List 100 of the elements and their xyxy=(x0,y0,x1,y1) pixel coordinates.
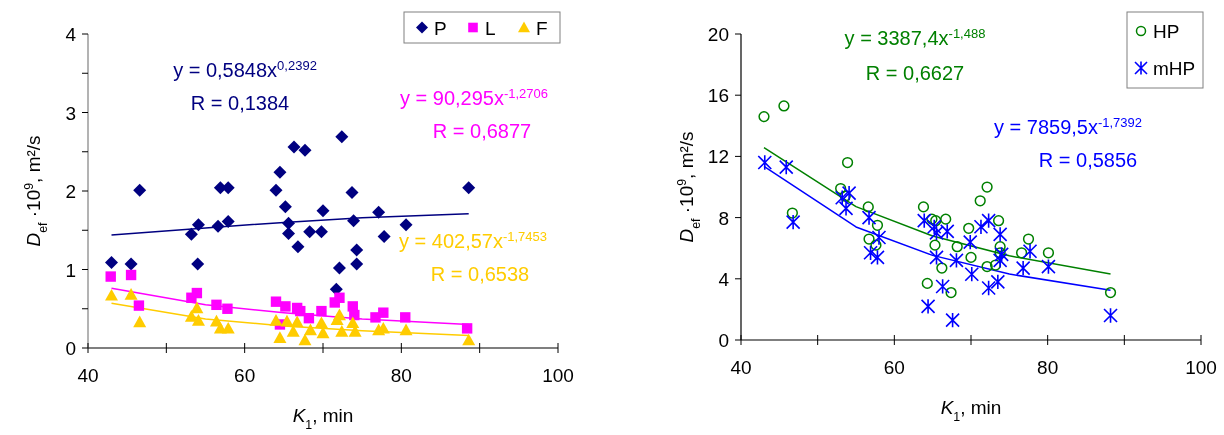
x-tick-label: 100 xyxy=(1185,357,1217,378)
x-axis-title: K$_{1}$, min xyxy=(292,405,354,432)
point xyxy=(841,156,854,169)
point xyxy=(926,213,938,225)
legend-label: L xyxy=(485,17,496,39)
point xyxy=(190,301,204,314)
legend-label: P xyxy=(434,17,447,39)
point xyxy=(350,257,364,271)
point xyxy=(303,225,317,239)
point xyxy=(273,331,287,343)
point xyxy=(462,181,476,195)
point xyxy=(211,219,225,233)
point xyxy=(378,307,389,318)
point xyxy=(994,247,1006,259)
point xyxy=(345,186,359,200)
point xyxy=(949,252,964,269)
point xyxy=(964,266,980,283)
point xyxy=(282,216,296,230)
point xyxy=(347,214,361,228)
point xyxy=(346,316,360,329)
point xyxy=(929,239,941,251)
point xyxy=(863,233,875,245)
legend-label: HP xyxy=(1153,21,1180,42)
point xyxy=(269,314,283,326)
point xyxy=(940,213,952,225)
point xyxy=(871,229,887,246)
point xyxy=(785,214,801,231)
point xyxy=(758,111,770,123)
point xyxy=(290,315,304,328)
point xyxy=(133,183,147,197)
point xyxy=(269,183,283,197)
x-tick-label: 80 xyxy=(1037,357,1059,378)
point xyxy=(124,257,138,271)
point xyxy=(1022,243,1038,260)
point xyxy=(314,225,328,239)
point xyxy=(1041,258,1056,275)
y-tick-label: 0 xyxy=(65,338,76,359)
point xyxy=(963,222,975,234)
point xyxy=(951,241,963,253)
point xyxy=(945,286,957,299)
point xyxy=(105,271,116,282)
legend-label: F xyxy=(536,17,548,39)
point xyxy=(222,303,233,314)
point xyxy=(295,305,306,317)
point xyxy=(270,296,282,307)
point xyxy=(992,226,1008,243)
annotation: R = 0,6538 xyxy=(430,263,530,285)
point xyxy=(992,252,1008,269)
y-tick-label: 4 xyxy=(718,268,730,290)
point xyxy=(838,200,854,217)
point xyxy=(935,278,950,295)
point xyxy=(105,288,118,301)
point xyxy=(917,201,930,213)
point xyxy=(1042,247,1055,259)
point xyxy=(920,298,936,315)
y-tick-label: 12 xyxy=(707,146,729,168)
y-tick-label: 20 xyxy=(707,24,729,45)
point xyxy=(461,323,473,334)
point xyxy=(332,261,346,275)
y-tick-label: 1 xyxy=(65,259,76,281)
point xyxy=(1022,233,1035,245)
point xyxy=(298,333,312,346)
point xyxy=(280,301,291,312)
point xyxy=(926,218,942,235)
x-tick-label: 60 xyxy=(234,365,256,386)
x-tick-label: 80 xyxy=(390,365,412,386)
point xyxy=(981,212,996,229)
annotation: y = 402,57x$^{-1,7453}$ xyxy=(398,228,548,252)
annotation: R = 0,6627 xyxy=(865,62,965,84)
point xyxy=(841,185,857,202)
point xyxy=(1015,260,1031,277)
point xyxy=(377,230,391,244)
annotation: y = 7859,5x$^{-1,7392}$ xyxy=(993,114,1143,138)
point xyxy=(916,212,932,229)
point xyxy=(191,314,205,326)
point xyxy=(316,305,327,317)
point xyxy=(211,299,222,311)
point xyxy=(124,288,138,300)
annotation: y = 90,295x$^{-1,2706}$ xyxy=(399,85,549,109)
point xyxy=(921,277,933,290)
point xyxy=(291,240,305,254)
point xyxy=(1104,286,1117,299)
point xyxy=(335,325,349,337)
point xyxy=(221,321,235,334)
y-tick-label: 2 xyxy=(65,181,76,202)
point xyxy=(929,224,944,241)
point xyxy=(287,140,301,154)
point xyxy=(835,182,847,195)
annotation: y = 3387,4x$^{-1,488}$ xyxy=(844,25,986,49)
point xyxy=(965,251,977,264)
point xyxy=(298,143,312,157)
legend-label: mHP xyxy=(1153,58,1196,79)
point xyxy=(314,316,328,329)
point xyxy=(330,313,344,325)
point xyxy=(125,269,137,281)
point xyxy=(994,241,1006,253)
point xyxy=(834,189,850,206)
point xyxy=(862,201,874,213)
point xyxy=(286,325,300,337)
point xyxy=(936,262,948,274)
